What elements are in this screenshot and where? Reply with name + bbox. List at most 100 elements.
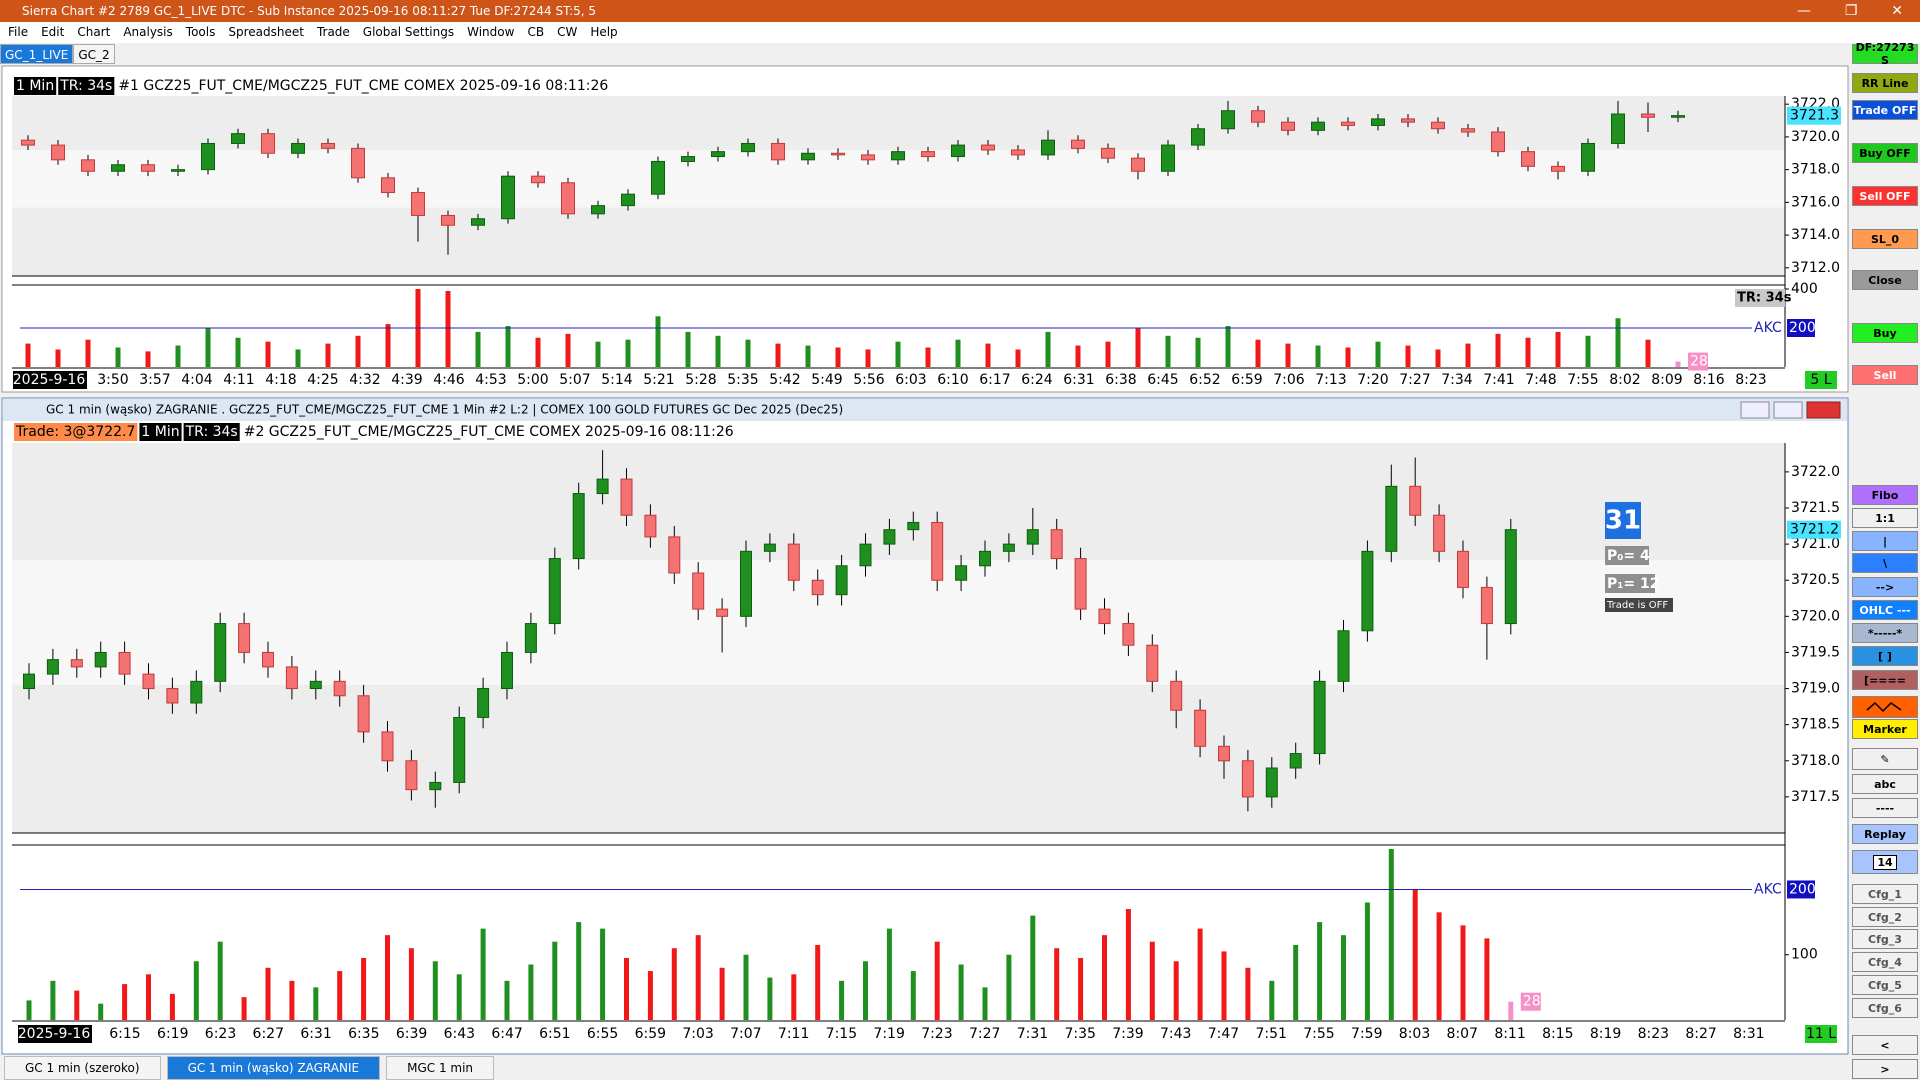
toolbar-button[interactable]: Trade OFF [1852,100,1918,120]
toolbar-button[interactable]: Cfg_6 [1852,998,1918,1018]
toolbar-button[interactable]: Cfg_3 [1852,929,1918,949]
x-tick-label: 7:59 [1351,1026,1382,1042]
volume-bar [1405,345,1411,367]
menu-item[interactable]: Trade [316,25,350,39]
y-tick-label: 3720.0 [1791,608,1840,624]
toolbar-button[interactable]: Fibo [1852,485,1918,505]
menu-item[interactable]: Global Settings [362,25,455,39]
volume-bar [295,349,301,367]
toolbar-button[interactable]: Replay [1852,824,1918,844]
toolbar-button[interactable]: > [1852,1059,1918,1079]
menu-item[interactable]: Tools [185,25,216,39]
candle-body [668,536,681,574]
volume-bar [1225,326,1231,367]
x-tick-label: 5:28 [685,372,716,388]
candle-body [1098,608,1111,625]
candle-body [1050,529,1063,560]
volume-bar [865,349,871,367]
toolbar-button[interactable]: < [1852,1035,1918,1055]
candle-body [261,133,275,154]
menu-item[interactable]: Chart [77,25,111,39]
volume-bar [895,341,901,367]
toolbar-button[interactable]: [==== [1852,670,1918,690]
toolbar-button[interactable]: RR Line [1852,73,1918,93]
candle-body [411,192,425,216]
menu-item[interactable]: File [8,25,29,39]
tab[interactable]: GC 1 min (wąsko) ZAGRANIE [166,1056,381,1080]
toolbar-button[interactable]: Cfg_1 [1852,884,1918,904]
window-controls[interactable]: — ❐ ✕ [1796,3,1904,19]
volume-bar [1555,331,1561,367]
toolbar-button[interactable]: ---- [1852,798,1918,818]
toolbar-button[interactable]: Cfg_4 [1852,952,1918,972]
volume-bar [445,290,451,367]
y-tick-label: 3716.0 [1791,194,1840,210]
menu-item[interactable]: Edit [41,25,65,39]
volume-bar [910,971,916,1020]
menu-item[interactable]: Window [467,25,515,39]
candle-body [1241,760,1254,798]
menu-item[interactable]: CW [557,25,578,39]
volume-bar [655,316,661,367]
candle-body [429,781,442,791]
menu-item[interactable]: Analysis [123,25,173,39]
volume-bar [289,980,295,1020]
menu-item[interactable]: CB [527,25,545,39]
volume-bar [1293,944,1299,1020]
tab[interactable]: GC_2 [73,44,115,64]
menu-item[interactable]: Help [590,25,618,39]
toolbar-button[interactable]: Sell OFF [1852,186,1918,206]
candle-body [201,142,215,171]
calendar-button[interactable]: 14 [1852,850,1918,874]
x-tick-label: 6:31 [1063,372,1094,388]
volume-bar [1484,938,1490,1020]
candle-body [883,529,896,545]
candle-body [1581,142,1595,172]
toolbar-button[interactable]: [ ] [1852,646,1918,666]
tab[interactable]: GC_1_LIVE [0,44,74,64]
x-tick-label: 6:55 [587,1026,618,1042]
toolbar-button[interactable]: --> [1852,577,1918,597]
toolbar-button[interactable]: Cfg_2 [1852,907,1918,927]
candle-body [166,688,179,704]
x-tick-label: 7:19 [873,1026,904,1042]
tab[interactable]: MGC 1 min [386,1056,495,1080]
x-tick-label: 6:43 [444,1026,475,1042]
volume-bar [1195,337,1201,367]
toolbar-button[interactable]: | [1852,531,1918,551]
x-tick-label: 7:43 [1160,1026,1191,1042]
x-tick-label: 5:35 [727,372,758,388]
x-tick-label: 6:15 [109,1026,140,1042]
toolbar-button[interactable]: Cfg_5 [1852,975,1918,995]
toolbar-button[interactable]: Close [1852,270,1918,290]
candle-body [291,142,305,154]
toolbar-button[interactable]: Marker [1852,719,1918,739]
toolbar-button[interactable]: Sell [1852,365,1918,385]
volume-bar [1675,361,1681,367]
volume-bar [1345,347,1351,367]
header-item: #2 GCZ25_FUT_CME/MGCZ25_FUT_CME COMEX 20… [244,424,734,440]
toolbar-button[interactable]: DF:27273 S [1852,41,1918,67]
toolbar-button[interactable]: abc [1852,774,1918,794]
y-tick-label: 3718.0 [1791,162,1840,178]
candle-body [835,565,848,596]
volume-bar [169,993,175,1020]
maximize[interactable] [1773,401,1803,419]
toolbar-button[interactable]: \ [1852,553,1918,573]
tab[interactable]: GC 1 min (szeroko) [4,1056,161,1080]
header-item: 1 Min [14,77,57,95]
close[interactable] [1806,401,1841,419]
draw-tool-button[interactable]: ✎ [1852,748,1918,770]
toolbar-button[interactable]: 1:1 [1852,508,1918,528]
position-label: 11 L [1806,1026,1836,1042]
volume-bar [1317,922,1323,1020]
menu-item[interactable]: Spreadsheet [228,25,304,39]
candle-body [1311,121,1325,131]
toolbar-button[interactable]: Buy OFF [1852,143,1918,163]
zigzag-button[interactable] [1852,696,1918,718]
toolbar-button[interactable]: OHLC --- [1852,600,1918,620]
minimize[interactable] [1740,401,1770,419]
toolbar-button[interactable]: Buy [1852,323,1918,343]
toolbar-button[interactable]: *-----* [1852,623,1918,643]
toolbar-button[interactable]: SL_0 [1852,229,1918,249]
